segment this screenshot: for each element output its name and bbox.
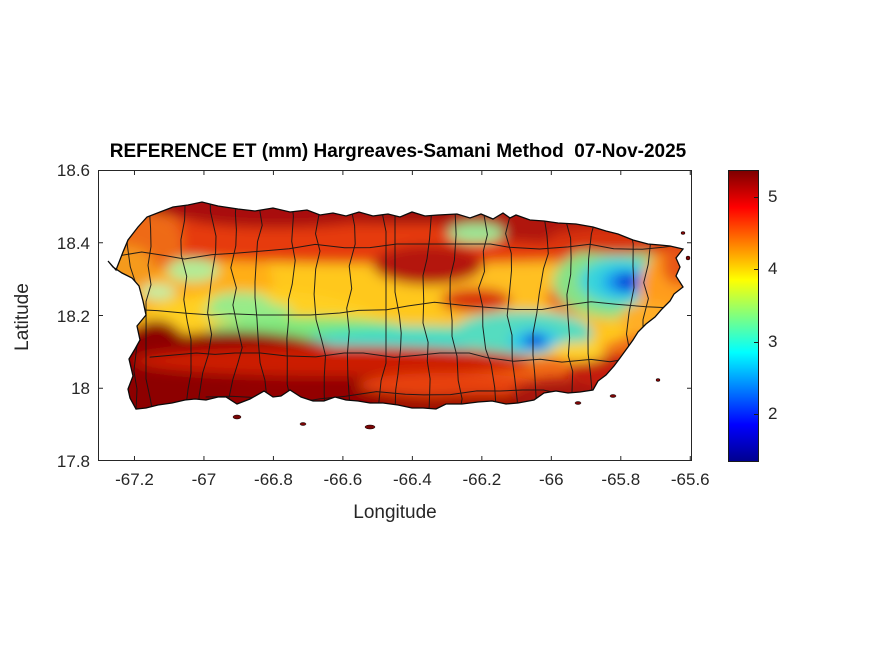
y-tick-label: 17.8 xyxy=(56,452,90,471)
colorbar-tick-mark xyxy=(754,413,758,415)
et-field xyxy=(108,202,683,409)
plot-area xyxy=(98,169,692,462)
x-tick-label: -67 xyxy=(191,470,217,489)
colorbar-tick-mark xyxy=(754,269,758,271)
map-canvas xyxy=(98,169,692,462)
colorbar-tick-label: 3 xyxy=(768,331,778,351)
x-tick-label: -65.6 xyxy=(670,470,710,489)
colorbar-tick-label: 4 xyxy=(768,259,778,279)
y-tick-label: 18 xyxy=(71,379,90,399)
x-tick-label: -66.4 xyxy=(392,470,432,489)
x-tick-label: -65.8 xyxy=(601,470,641,489)
chart-title: REFERENCE ET (mm) Hargreaves-Samani Meth… xyxy=(109,141,687,162)
y-tick-label: 18.2 xyxy=(56,306,90,326)
x-tick-label: -66 xyxy=(539,470,564,489)
colorbar-tick-label: 2 xyxy=(768,403,778,423)
colorbar-tick-mark xyxy=(754,197,758,199)
colorbar-tick-label: 5 xyxy=(768,187,778,207)
y-tick-label: 18.4 xyxy=(56,233,90,253)
x-tick-label: -66.2 xyxy=(462,470,502,489)
x-tick-label: -67.2 xyxy=(115,470,154,489)
axes-box xyxy=(98,170,692,461)
colorbar xyxy=(728,170,759,462)
x-axis-label: Longitude xyxy=(353,502,437,523)
offshore-islets xyxy=(232,231,691,430)
y-tick-label: 18.6 xyxy=(56,161,90,180)
x-tick-label: -66.8 xyxy=(254,470,293,489)
x-tick-label: -66.6 xyxy=(323,470,363,489)
colorbar-tick-mark xyxy=(754,341,758,343)
